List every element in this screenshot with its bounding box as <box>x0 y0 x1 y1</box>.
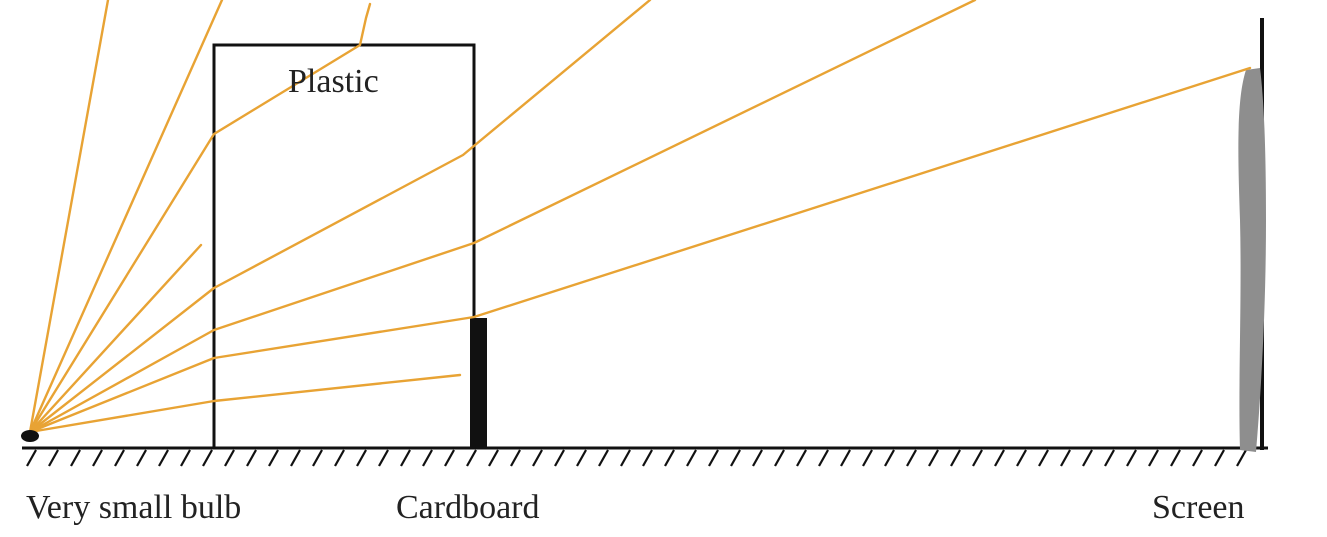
hatch-mark <box>378 449 389 467</box>
ground <box>22 446 1268 467</box>
screen-shadow <box>1238 68 1266 452</box>
hatch-mark <box>862 449 873 467</box>
hatch-mark <box>1126 449 1137 467</box>
hatch-mark <box>510 449 521 467</box>
hatch-mark <box>224 449 235 467</box>
hatch-mark <box>290 449 301 467</box>
screen-label: Screen <box>1152 489 1245 526</box>
hatch-mark <box>1104 449 1115 467</box>
ray <box>28 243 203 434</box>
hatch-mark <box>92 449 103 467</box>
hatch-mark <box>972 449 983 467</box>
plastic-label: Plastic <box>288 63 379 100</box>
ray <box>28 2 372 434</box>
hatch-mark <box>906 449 917 467</box>
ray <box>28 0 652 434</box>
hatch-mark <box>136 449 147 467</box>
hatch-mark <box>26 449 37 467</box>
hatch-mark <box>180 449 191 467</box>
hatch-mark <box>1192 449 1203 467</box>
hatch-mark <box>774 449 785 467</box>
hatch-mark <box>202 449 213 467</box>
hatch-mark <box>1060 449 1071 467</box>
cardboard-label: Cardboard <box>396 489 540 526</box>
hatch-mark <box>356 449 367 467</box>
hatch-mark <box>312 449 323 467</box>
cardboard <box>470 318 487 448</box>
hatch-mark <box>246 449 257 467</box>
hatch-mark <box>158 449 169 467</box>
bulb-label: Very small bulb <box>26 489 241 526</box>
ray <box>28 0 224 434</box>
plastic-block <box>212 43 476 450</box>
hatch-mark <box>730 449 741 467</box>
hatch-mark <box>708 449 719 467</box>
hatch-mark <box>994 449 1005 467</box>
ground-hatching <box>26 449 1247 467</box>
hatch-mark <box>422 449 433 467</box>
hatch-mark <box>268 449 279 467</box>
hatch-mark <box>70 449 81 467</box>
hatch-mark <box>48 449 59 467</box>
hatch-mark <box>950 449 961 467</box>
hatch-mark <box>488 449 499 467</box>
hatch-mark <box>752 449 763 467</box>
hatch-mark <box>840 449 851 467</box>
hatch-mark <box>1082 449 1093 467</box>
ray <box>28 373 462 434</box>
hatch-mark <box>532 449 543 467</box>
hatch-mark <box>1170 449 1181 467</box>
hatch-mark <box>884 449 895 467</box>
hatch-mark <box>818 449 829 467</box>
hatch-mark <box>1236 449 1247 467</box>
hatch-mark <box>334 449 345 467</box>
hatch-mark <box>664 449 675 467</box>
ray <box>28 66 1252 434</box>
bulb-icon <box>21 430 39 442</box>
hatch-mark <box>1148 449 1159 467</box>
hatch-mark <box>400 449 411 467</box>
hatch-mark <box>444 449 455 467</box>
hatch-mark <box>620 449 631 467</box>
ray <box>28 0 977 434</box>
hatch-mark <box>1016 449 1027 467</box>
hatch-mark <box>1214 449 1225 467</box>
light-rays <box>28 0 1252 434</box>
hatch-mark <box>1038 449 1049 467</box>
hatch-mark <box>466 449 477 467</box>
hatch-mark <box>114 449 125 467</box>
hatch-mark <box>554 449 565 467</box>
hatch-mark <box>598 449 609 467</box>
ray <box>28 0 110 434</box>
hatch-mark <box>928 449 939 467</box>
hatch-mark <box>686 449 697 467</box>
hatch-mark <box>796 449 807 467</box>
hatch-mark <box>576 449 587 467</box>
hatch-mark <box>642 449 653 467</box>
